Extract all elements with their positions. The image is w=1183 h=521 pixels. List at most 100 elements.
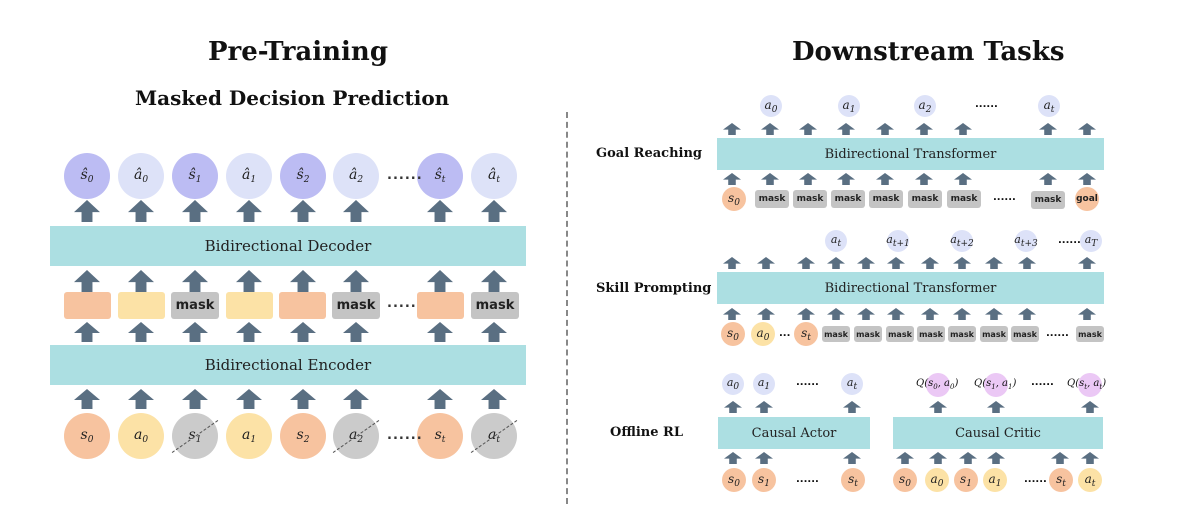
- decoder-label: Bidirectional Decoder: [204, 237, 372, 255]
- up-arrow-icon: [761, 173, 779, 185]
- actor-state-token: s0: [722, 468, 746, 492]
- up-arrow-icon: [876, 173, 894, 185]
- ellipsis: ......: [387, 168, 423, 183]
- skill-output-token: at+3: [1014, 230, 1038, 252]
- predicted-token: â0: [118, 153, 164, 199]
- ellipsis: ......: [796, 474, 819, 485]
- skill-state-token: s0: [721, 322, 745, 346]
- critic-state-token: st: [1049, 468, 1073, 492]
- goal-output-token: a1: [838, 95, 860, 117]
- latent-token: [118, 292, 165, 319]
- up-arrow-icon: [929, 401, 947, 413]
- causal-actor-label: Causal Actor: [751, 425, 837, 441]
- up-arrow-icon: [987, 452, 1005, 464]
- skill-output-token: at: [825, 230, 847, 252]
- up-arrow-icon: [757, 257, 775, 269]
- up-arrow-icon: [1051, 452, 1069, 464]
- up-arrow-icon: [481, 270, 507, 292]
- up-arrow-icon: [896, 452, 914, 464]
- mask-token: mask: [948, 326, 976, 342]
- masked-input-token: at: [471, 413, 517, 459]
- q-value-token: [926, 373, 950, 397]
- up-arrow-icon: [128, 322, 154, 342]
- skill-action-token: a0: [751, 322, 775, 346]
- q-value-label: Q(st, at): [1067, 378, 1107, 391]
- up-arrow-icon: [182, 389, 208, 409]
- predicted-token: â2: [333, 153, 379, 199]
- up-arrow-icon: [128, 200, 154, 222]
- predicted-token: ŝt: [417, 153, 463, 199]
- actor-state-token: st: [841, 468, 865, 492]
- up-arrow-icon: [74, 322, 100, 342]
- up-arrow-icon: [481, 322, 507, 342]
- up-arrow-icon: [343, 389, 369, 409]
- goal-output-token: a2: [914, 95, 936, 117]
- up-arrow-icon: [1039, 173, 1057, 185]
- up-arrow-icon: [1081, 452, 1099, 464]
- actor-state-token: s1: [752, 468, 776, 492]
- up-arrow-icon: [837, 173, 855, 185]
- latent-token: [226, 292, 273, 319]
- up-arrow-icon: [837, 123, 855, 135]
- skill-state-token: st: [794, 322, 818, 346]
- up-arrow-icon: [1018, 257, 1036, 269]
- downstream-title: Downstream Tasks: [792, 37, 1065, 67]
- up-arrow-icon: [74, 270, 100, 292]
- up-arrow-icon: [236, 389, 262, 409]
- up-arrow-icon: [843, 401, 861, 413]
- section-divider: [566, 112, 568, 504]
- mask-token: mask: [917, 326, 945, 342]
- mask-token: mask: [471, 292, 519, 319]
- masked-input-token: a2: [333, 413, 379, 459]
- up-arrow-icon: [857, 308, 875, 320]
- up-arrow-icon: [827, 257, 845, 269]
- up-arrow-icon: [343, 270, 369, 292]
- mask-token: mask: [755, 190, 789, 208]
- up-arrow-icon: [887, 257, 905, 269]
- up-arrow-icon: [954, 123, 972, 135]
- up-arrow-icon: [128, 270, 154, 292]
- input-token: a1: [226, 413, 272, 459]
- up-arrow-icon: [761, 123, 779, 135]
- up-arrow-icon: [757, 308, 775, 320]
- up-arrow-icon: [954, 173, 972, 185]
- up-arrow-icon: [799, 173, 817, 185]
- predicted-token: ŝ1: [172, 153, 218, 199]
- critic-action-token: a1: [983, 468, 1007, 492]
- ellipsis: ......: [387, 428, 423, 443]
- mask-token: mask: [908, 190, 942, 208]
- goal-state-token: s0: [722, 187, 746, 211]
- up-arrow-icon: [797, 257, 815, 269]
- actor-output-token: a0: [722, 373, 744, 395]
- up-arrow-icon: [921, 257, 939, 269]
- latent-token: [64, 292, 111, 319]
- up-arrow-icon: [843, 452, 861, 464]
- up-arrow-icon: [755, 452, 773, 464]
- input-token: st: [417, 413, 463, 459]
- up-arrow-icon: [427, 270, 453, 292]
- pretraining-subtitle: Masked Decision Prediction: [135, 86, 450, 110]
- up-arrow-icon: [182, 200, 208, 222]
- mask-token: mask: [886, 326, 914, 342]
- ellipsis: ...: [779, 328, 791, 339]
- causal-critic-label: Causal Critic: [955, 425, 1041, 441]
- mask-token: mask: [980, 326, 1008, 342]
- ellipsis: ......: [1058, 235, 1081, 246]
- skill-output-token: at+2: [950, 230, 974, 252]
- q-value-label: Q(s0, a0): [916, 378, 959, 391]
- predicted-token: ŝ0: [64, 153, 110, 199]
- mask-token: mask: [831, 190, 865, 208]
- mask-token: mask: [1011, 326, 1039, 342]
- input-token: a0: [118, 413, 164, 459]
- bidirectional-decoder: Bidirectional Decoder: [50, 226, 526, 266]
- skill-output-token: aT: [1080, 230, 1102, 252]
- predicted-token: ât: [471, 153, 517, 199]
- goal-token: goal: [1075, 187, 1099, 211]
- up-arrow-icon: [1081, 401, 1099, 413]
- up-arrow-icon: [481, 200, 507, 222]
- skill-transformer: Bidirectional Transformer: [717, 272, 1104, 304]
- critic-action-token: a0: [925, 468, 949, 492]
- up-arrow-icon: [985, 257, 1003, 269]
- critic-action-token: at: [1078, 468, 1102, 492]
- up-arrow-icon: [915, 123, 933, 135]
